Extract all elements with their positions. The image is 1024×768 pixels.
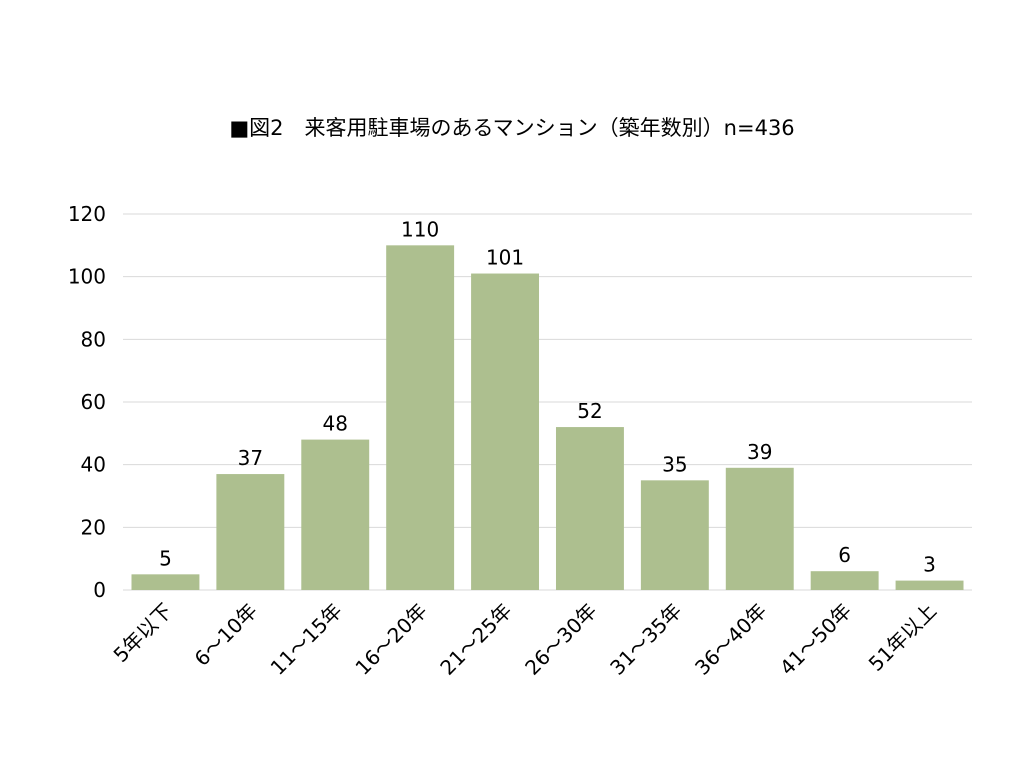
y-tick-label: 100	[68, 265, 106, 289]
y-tick-label: 60	[81, 390, 106, 414]
bar	[301, 439, 370, 590]
x-category-label: 51年以上	[864, 599, 941, 676]
bar	[640, 480, 709, 590]
data-label: 52	[577, 399, 602, 423]
y-tick-label: 0	[93, 578, 106, 602]
x-category-label: 41～50年	[775, 599, 856, 680]
data-label: 3	[923, 553, 936, 577]
data-label: 37	[238, 446, 263, 470]
bar	[471, 273, 540, 590]
data-label: 6	[838, 543, 851, 567]
x-axis-categories: 5年以下 6～10年 11～15年 16～20年 21～25年 26～30年 31～35年 3…	[109, 599, 942, 680]
x-category-label: 6～10年	[190, 599, 262, 671]
data-label: 110	[401, 217, 439, 241]
y-tick-label: 20	[81, 515, 106, 539]
x-category-label: 26～30年	[520, 599, 601, 680]
x-category-label: 11～15年	[266, 599, 347, 680]
chart-title: ■図2 来客用駐車場のあるマンション（築年数別）n=436	[229, 116, 795, 140]
x-category-label: 31～35年	[605, 599, 686, 680]
data-label: 5	[159, 546, 172, 570]
bars	[131, 245, 964, 591]
bar	[725, 467, 794, 590]
x-category-label: 36～40年	[690, 599, 771, 680]
y-tick-label: 80	[81, 327, 106, 351]
data-label: 48	[323, 412, 348, 436]
bar	[131, 574, 200, 590]
x-category-label: 16～20年	[350, 599, 431, 680]
bar	[810, 571, 879, 590]
y-tick-label: 40	[81, 453, 106, 477]
data-label: 35	[662, 452, 687, 476]
y-tick-label: 120	[68, 202, 106, 226]
bar	[216, 474, 285, 590]
data-label: 39	[747, 440, 772, 464]
bar	[386, 245, 455, 591]
data-labels: 5 37 48 110 101 52 35 39 6 3	[159, 217, 936, 576]
x-category-label: 21～25年	[435, 599, 516, 680]
bar	[555, 427, 624, 590]
data-label: 101	[486, 246, 524, 270]
y-axis-ticks: 0 20 40 60 80 100 120	[68, 202, 106, 602]
bar	[895, 580, 964, 590]
x-category-label: 5年以下	[109, 599, 177, 667]
